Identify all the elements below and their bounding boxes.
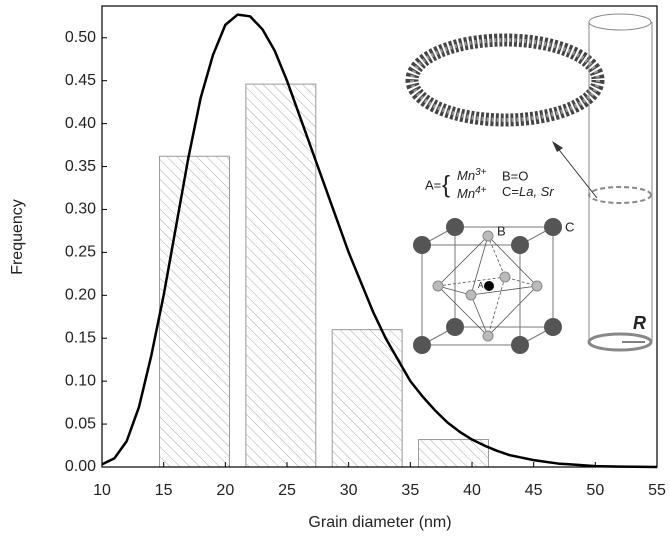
inset-text: Mn3+ — [457, 167, 487, 184]
inset-text: C= — [502, 184, 519, 199]
x-tick-label: 10 — [93, 482, 111, 499]
bar — [159, 155, 230, 468]
x-tick-label: 45 — [525, 482, 543, 499]
cylinder-bottom — [587, 332, 653, 352]
axes-frame — [101, 5, 658, 468]
cylinder-section — [588, 186, 652, 204]
plot-area — [101, 13, 658, 469]
arrow-head — [552, 141, 563, 152]
x-tick-label: 50 — [586, 482, 604, 499]
nanotube-ring-texture — [410, 38, 600, 122]
x-tick-label: 25 — [278, 482, 296, 499]
inset-text: A= — [425, 177, 441, 192]
x-tick-label: 20 — [216, 482, 234, 499]
y-tick-label: 0.00 — [65, 458, 96, 475]
x-tick-label: 55 — [648, 482, 666, 499]
x-tick-label: 30 — [340, 482, 358, 499]
inset-text: B=O — [502, 168, 528, 183]
inset-text: 3+ — [475, 167, 487, 178]
inset-text: 4+ — [475, 185, 487, 196]
cylinder-top — [588, 13, 652, 31]
y-tick-label: 0.45 — [65, 72, 96, 89]
y-tick-label: 0.10 — [65, 372, 96, 389]
inset-text: C=La, Sr — [502, 184, 554, 199]
y-tick-label: 0.05 — [65, 415, 96, 432]
y-tick-label: 0.40 — [65, 115, 96, 132]
center-atom — [484, 281, 494, 291]
arrow — [555, 145, 598, 199]
radius-label: R — [633, 313, 646, 333]
x-tick-label: 35 — [401, 482, 419, 499]
y-tick-label: 0.35 — [65, 158, 96, 175]
inset-text: A — [478, 281, 484, 290]
x-axis-label: Grain diameter (nm) — [308, 514, 451, 531]
inset-text: Mn — [457, 186, 475, 201]
x-tick-label: 40 — [463, 482, 481, 499]
y-axis-label: Frequency — [9, 199, 26, 275]
inset-text: Mn4+ — [457, 185, 487, 202]
bar — [245, 83, 317, 468]
inset-text: { — [442, 171, 450, 198]
bar — [331, 329, 403, 468]
y-tick-label: 0.15 — [65, 329, 96, 346]
inset-text: La, Sr — [519, 184, 554, 199]
y-tick-label: 0.30 — [65, 201, 96, 218]
face-atoms — [432, 230, 543, 342]
y-tick-label: 0.25 — [65, 244, 96, 261]
inset-text: C — [565, 219, 574, 234]
bar — [418, 439, 489, 468]
inset-text: Mn — [457, 168, 475, 183]
y-tick-label: 0.20 — [65, 287, 96, 304]
x-tick-label: 15 — [155, 482, 173, 499]
y-tick-label: 0.50 — [65, 29, 96, 46]
corner-atoms — [413, 218, 562, 354]
fit-curve — [101, 13, 658, 469]
inset-text: B — [497, 223, 506, 238]
inset: R A= { Mn3+ Mn4+ B=O C=La, Sr B C A — [405, 13, 653, 354]
